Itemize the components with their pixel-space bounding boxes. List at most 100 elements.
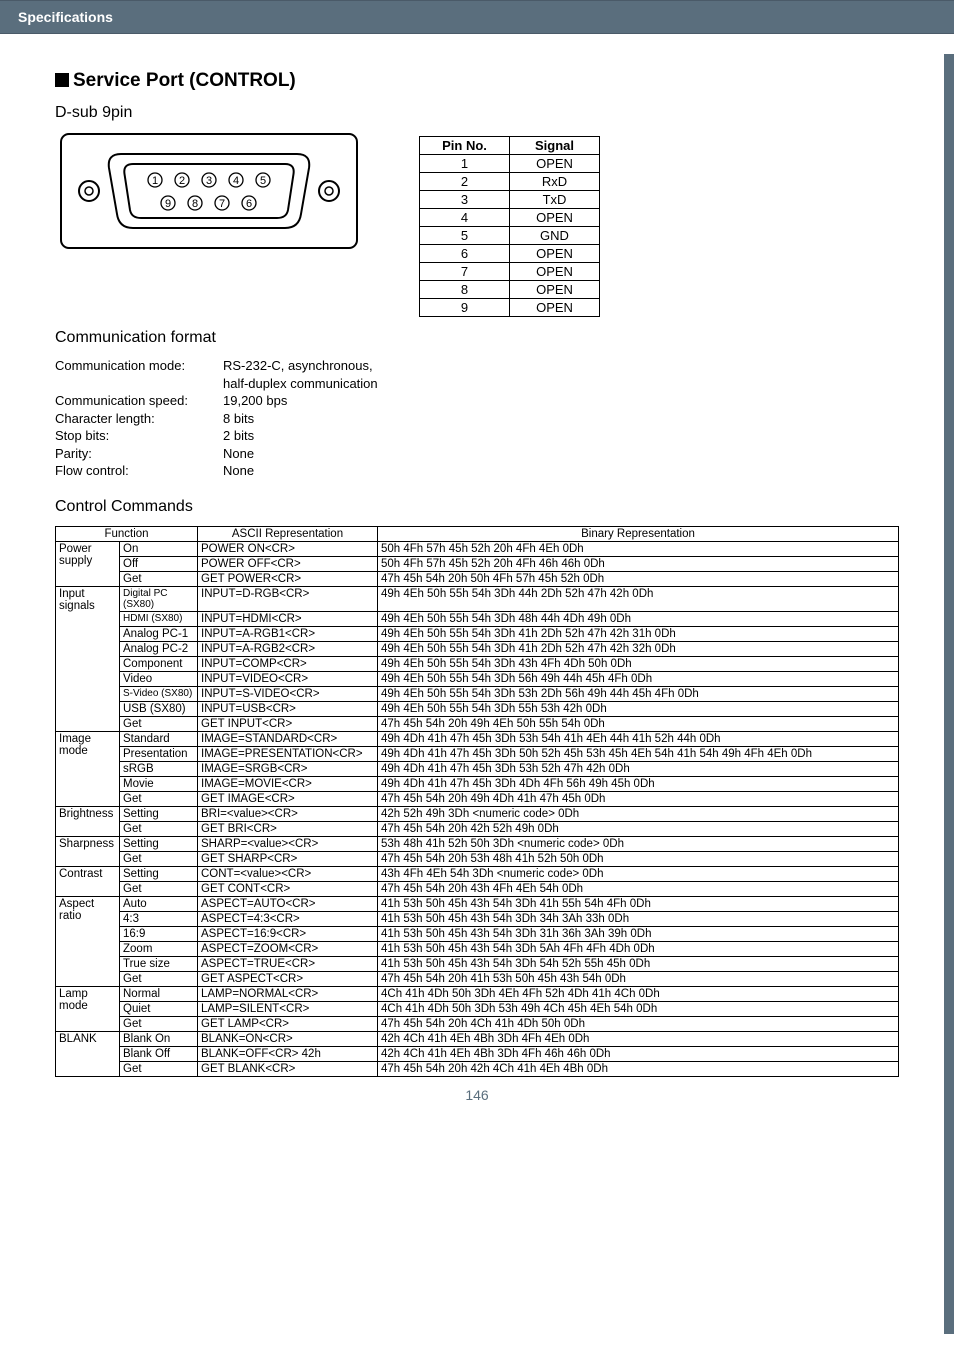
binary-cell: 47h 45h 54h 20h 4Ch 41h 4Dh 50h 0Dh: [378, 1016, 899, 1031]
function-sub-cell: Get: [120, 1016, 198, 1031]
binary-cell: 53h 48h 41h 52h 50h 3Dh <numeric code> 0…: [378, 836, 899, 851]
table-row: 9OPEN: [420, 299, 600, 317]
ascii-cell: ASPECT=AUTO<CR>: [198, 896, 378, 911]
ascii-cell: ASPECT=4:3<CR>: [198, 911, 378, 926]
function-sub-cell: Get: [120, 791, 198, 806]
ascii-cell: BLANK=ON<CR>: [198, 1031, 378, 1046]
binary-cell: 47h 45h 54h 20h 41h 53h 50h 45h 43h 54h …: [378, 971, 899, 986]
svg-text:9: 9: [165, 198, 171, 210]
function-sub-cell: HDMI (SX80): [120, 611, 198, 626]
function-sub-cell: Presentation: [120, 746, 198, 761]
table-row: GetGET BLANK<CR>47h 45h 54h 20h 42h 4Ch …: [56, 1061, 899, 1076]
binary-cell: 49h 4Eh 50h 55h 54h 3Dh 41h 2Dh 52h 47h …: [378, 641, 899, 656]
binary-cell: 42h 4Ch 41h 4Eh 4Bh 3Dh 4Fh 46h 46h 0Dh: [378, 1046, 899, 1061]
spec-label: Communication speed:: [55, 392, 223, 410]
table-row: True sizeASPECT=TRUE<CR>41h 53h 50h 45h …: [56, 956, 899, 971]
function-sub-cell: S-Video (SX80): [120, 686, 198, 701]
ascii-cell: GET SHARP<CR>: [198, 851, 378, 866]
table-row: SharpnessSettingSHARP=<value><CR>53h 48h…: [56, 836, 899, 851]
function-sub-cell: Setting: [120, 806, 198, 821]
connector-heading: D-sub 9pin: [55, 104, 899, 122]
spec-value: 2 bits: [223, 428, 254, 443]
function-sub-cell: Zoom: [120, 941, 198, 956]
function-sub-cell: Component: [120, 656, 198, 671]
binary-cell: 47h 45h 54h 20h 49h 4Eh 50h 55h 54h 0Dh: [378, 716, 899, 731]
binary-cell: 43h 4Fh 4Eh 54h 3Dh <numeric code> 0Dh: [378, 866, 899, 881]
ascii-cell: BRI=<value><CR>: [198, 806, 378, 821]
spec-row: Communication mode:RS-232-C, asynchronou…: [55, 357, 899, 375]
table-row: BLANKBlank OnBLANK=ON<CR>42h 4Ch 41h 4Eh…: [56, 1031, 899, 1046]
function-sub-cell: Get: [120, 716, 198, 731]
spec-label: Flow control:: [55, 462, 223, 480]
table-row: Analog PC-2INPUT=A-RGB2<CR>49h 4Eh 50h 5…: [56, 641, 899, 656]
pin-header: Pin No.: [420, 137, 510, 155]
binary-cell: 49h 4Dh 41h 47h 45h 3Dh 4Dh 4Fh 56h 49h …: [378, 776, 899, 791]
table-row: BrightnessSettingBRI=<value><CR>42h 52h …: [56, 806, 899, 821]
table-row: Lamp modeNormalLAMP=NORMAL<CR>4Ch 41h 4D…: [56, 986, 899, 1001]
ascii-cell: LAMP=NORMAL<CR>: [198, 986, 378, 1001]
spec-value: RS-232-C, asynchronous,: [223, 358, 373, 373]
section-header: Specifications: [0, 0, 954, 34]
ascii-cell: INPUT=S-VIDEO<CR>: [198, 686, 378, 701]
table-row: Image modeStandardIMAGE=STANDARD<CR>49h …: [56, 731, 899, 746]
col-binary: Binary Representation: [378, 526, 899, 541]
ascii-cell: GET ASPECT<CR>: [198, 971, 378, 986]
ascii-cell: INPUT=HDMI<CR>: [198, 611, 378, 626]
ascii-cell: GET INPUT<CR>: [198, 716, 378, 731]
ascii-cell: GET POWER<CR>: [198, 571, 378, 586]
binary-cell: 49h 4Eh 50h 55h 54h 3Dh 53h 2Dh 56h 49h …: [378, 686, 899, 701]
function-group-cell: BLANK: [56, 1031, 120, 1076]
function-sub-cell: Get: [120, 571, 198, 586]
function-sub-cell: Blank Off: [120, 1046, 198, 1061]
binary-cell: 49h 4Eh 50h 55h 54h 3Dh 55h 53h 42h 0Dh: [378, 701, 899, 716]
table-row: ContrastSettingCONT=<value><CR>43h 4Fh 4…: [56, 866, 899, 881]
table-row: ZoomASPECT=ZOOM<CR>41h 53h 50h 45h 43h 5…: [56, 941, 899, 956]
binary-cell: 49h 4Dh 41h 47h 45h 3Dh 53h 54h 41h 4Eh …: [378, 731, 899, 746]
pin-signal-table: Pin No. Signal 1OPEN2RxD3TxD4OPEN5GND6OP…: [419, 136, 600, 317]
binary-cell: 49h 4Eh 50h 55h 54h 3Dh 44h 2Dh 52h 47h …: [378, 586, 899, 611]
col-function: Function: [56, 526, 198, 541]
table-row: Analog PC-1INPUT=A-RGB1<CR>49h 4Eh 50h 5…: [56, 626, 899, 641]
table-cell: 5: [420, 227, 510, 245]
svg-text:5: 5: [260, 175, 266, 187]
table-cell: 6: [420, 245, 510, 263]
function-sub-cell: Digital PC (SX80): [120, 586, 198, 611]
title-marker-icon: [55, 73, 69, 87]
function-group-cell: Input signals: [56, 586, 120, 731]
spec-value-cont: half-duplex communication: [223, 375, 899, 393]
function-sub-cell: Analog PC-2: [120, 641, 198, 656]
table-row: 16:9ASPECT=16:9<CR>41h 53h 50h 45h 43h 5…: [56, 926, 899, 941]
ascii-cell: INPUT=USB<CR>: [198, 701, 378, 716]
function-sub-cell: True size: [120, 956, 198, 971]
table-row: 4OPEN: [420, 209, 600, 227]
binary-cell: 42h 52h 49h 3Dh <numeric code> 0Dh: [378, 806, 899, 821]
table-row: GetGET POWER<CR>47h 45h 54h 20h 50h 4Fh …: [56, 571, 899, 586]
binary-cell: 4Ch 41h 4Dh 50h 3Dh 4Eh 4Fh 52h 4Dh 41h …: [378, 986, 899, 1001]
ascii-cell: INPUT=A-RGB1<CR>: [198, 626, 378, 641]
table-cell: 4: [420, 209, 510, 227]
svg-text:8: 8: [192, 198, 198, 210]
table-header-row: Function ASCII Representation Binary Rep…: [56, 526, 899, 541]
binary-cell: 49h 4Eh 50h 55h 54h 3Dh 56h 49h 44h 45h …: [378, 671, 899, 686]
table-row: OffPOWER OFF<CR>50h 4Fh 57h 45h 52h 20h …: [56, 556, 899, 571]
table-row: 7OPEN: [420, 263, 600, 281]
table-cell: OPEN: [510, 245, 600, 263]
table-row: USB (SX80)INPUT=USB<CR>49h 4Eh 50h 55h 5…: [56, 701, 899, 716]
binary-cell: 50h 4Fh 57h 45h 52h 20h 4Fh 4Eh 0Dh: [378, 541, 899, 556]
function-sub-cell: Get: [120, 971, 198, 986]
function-sub-cell: Normal: [120, 986, 198, 1001]
table-row: GetGET IMAGE<CR>47h 45h 54h 20h 49h 4Dh …: [56, 791, 899, 806]
spec-label: Character length:: [55, 410, 223, 428]
section-title: Specifications: [18, 9, 113, 25]
table-row: 4:3ASPECT=4:3<CR>41h 53h 50h 45h 43h 54h…: [56, 911, 899, 926]
page-title: Service Port (CONTROL): [55, 70, 899, 92]
table-row: PresentationIMAGE=PRESENTATION<CR>49h 4D…: [56, 746, 899, 761]
function-sub-cell: Setting: [120, 866, 198, 881]
function-sub-cell: Auto: [120, 896, 198, 911]
ascii-cell: GET BRI<CR>: [198, 821, 378, 836]
binary-cell: 47h 45h 54h 20h 42h 4Ch 41h 4Eh 4Bh 0Dh: [378, 1061, 899, 1076]
ascii-cell: BLANK=OFF<CR> 42h: [198, 1046, 378, 1061]
function-group-cell: Power supply: [56, 541, 120, 586]
table-cell: 1: [420, 155, 510, 173]
function-sub-cell: On: [120, 541, 198, 556]
